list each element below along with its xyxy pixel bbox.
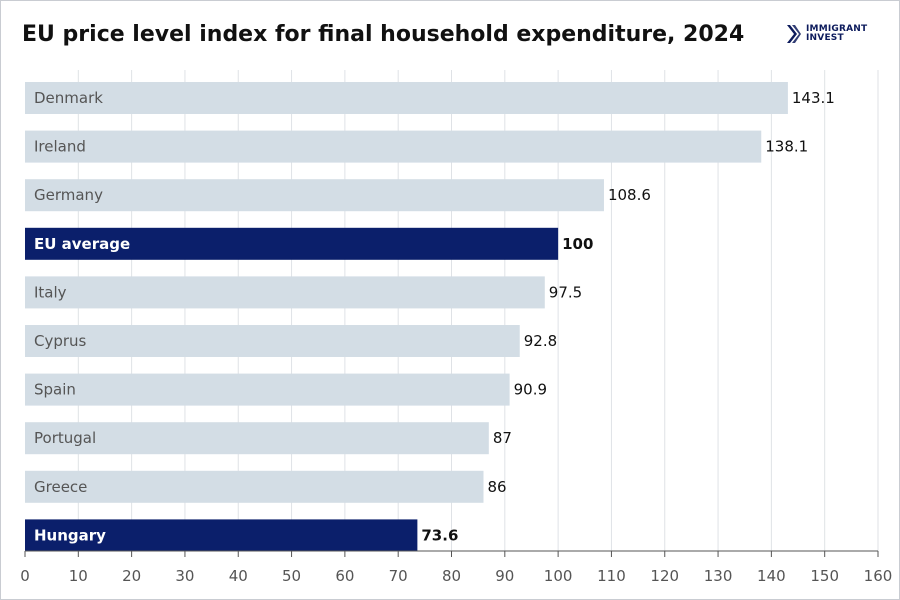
bar-category-label: Denmark bbox=[34, 89, 103, 107]
bar bbox=[25, 373, 510, 406]
bar bbox=[25, 82, 788, 114]
bar-value-label: 92.8 bbox=[524, 332, 557, 350]
bar-category-label: Greece bbox=[34, 478, 87, 496]
bar-category-label: Hungary bbox=[34, 526, 106, 544]
bar-value-label: 138.1 bbox=[765, 138, 808, 156]
bar-category-label: EU average bbox=[34, 235, 130, 253]
bar-category-label: Ireland bbox=[34, 138, 86, 156]
bar-category-label: Spain bbox=[34, 381, 76, 399]
x-axis-tick-label: 0 bbox=[20, 567, 30, 585]
bar-value-label: 73.6 bbox=[421, 526, 458, 544]
bar-value-label: 97.5 bbox=[549, 283, 582, 301]
bar-category-label: Cyprus bbox=[34, 332, 87, 350]
chart-title: EU price level index for final household… bbox=[22, 22, 745, 47]
bar bbox=[25, 470, 484, 503]
bar-value-label: 86 bbox=[487, 478, 506, 496]
x-axis-tick-label: 120 bbox=[650, 567, 679, 585]
bar bbox=[25, 422, 489, 455]
x-axis-tick-label: 50 bbox=[282, 567, 301, 585]
logo-line-2: INVEST bbox=[806, 33, 844, 43]
x-axis-tick-label: 70 bbox=[389, 567, 408, 585]
bar bbox=[25, 325, 520, 357]
x-axis-tick-label: 110 bbox=[597, 567, 626, 585]
x-axis-tick-label: 20 bbox=[122, 567, 141, 585]
bar bbox=[25, 519, 418, 552]
chevron-logo-icon bbox=[787, 25, 801, 43]
bar-value-label: 108.6 bbox=[608, 186, 651, 204]
bar bbox=[25, 276, 545, 309]
bar-value-label: 100 bbox=[562, 235, 593, 253]
bar-category-label: Germany bbox=[34, 186, 103, 204]
x-axis-tick-label: 60 bbox=[335, 567, 354, 585]
bar bbox=[25, 227, 559, 260]
x-axis-tick-label: 160 bbox=[864, 567, 893, 585]
bar-value-label: 143.1 bbox=[792, 89, 835, 107]
x-axis-tick-label: 40 bbox=[229, 567, 248, 585]
logo-wordmark: IMMIGRANT INVEST bbox=[806, 25, 867, 43]
x-axis-tick-label: 30 bbox=[175, 567, 194, 585]
logo-line-1: IMMIGRANT bbox=[806, 24, 868, 34]
x-axis-tick-label: 150 bbox=[810, 567, 839, 585]
bar-category-label: Portugal bbox=[34, 429, 96, 447]
x-axis-tick-label: 90 bbox=[495, 567, 514, 585]
bar-value-label: 87 bbox=[493, 429, 512, 447]
x-axis-tick-label: 100 bbox=[544, 567, 573, 585]
x-axis-tick-label: 10 bbox=[69, 567, 88, 585]
x-axis-tick-label: 80 bbox=[442, 567, 461, 585]
brand-logo[interactable]: IMMIGRANT INVEST bbox=[787, 25, 867, 43]
bar-category-label: Italy bbox=[34, 283, 67, 301]
x-axis-tick-label: 130 bbox=[704, 567, 733, 585]
bar-value-label: 90.9 bbox=[514, 381, 547, 399]
bar bbox=[25, 130, 762, 163]
bar bbox=[25, 179, 604, 212]
x-axis-tick-label: 140 bbox=[757, 567, 786, 585]
